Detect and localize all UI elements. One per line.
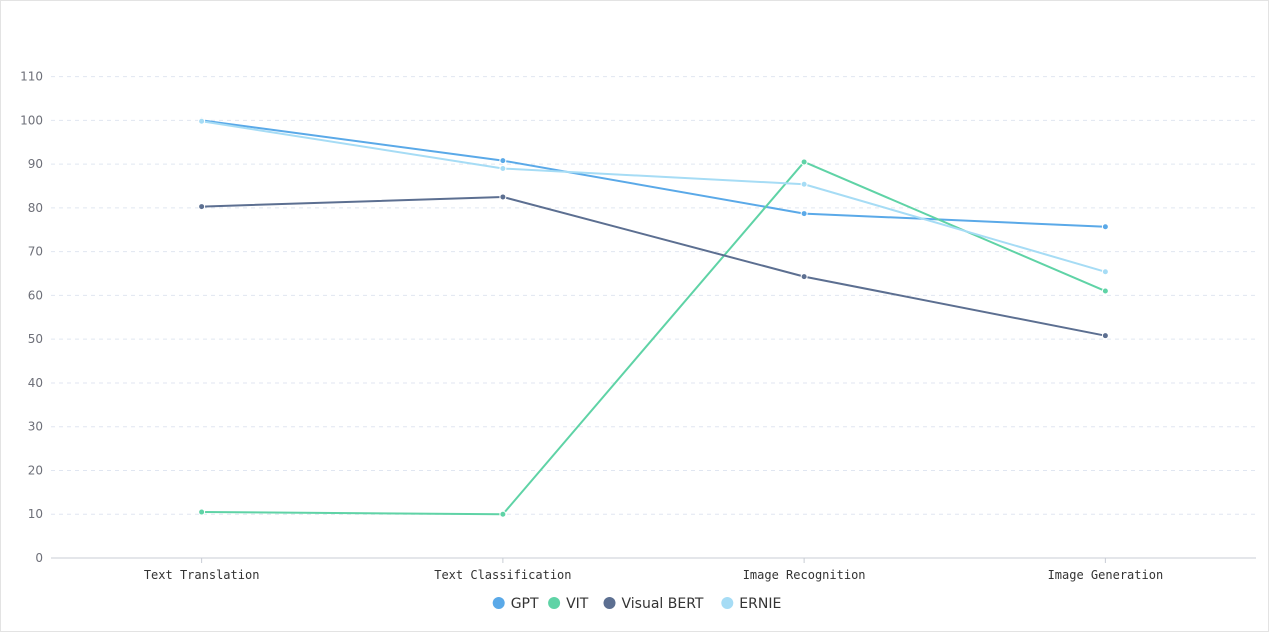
- series-line-vit: [201, 160, 1106, 516]
- series-line-ernie: [201, 120, 1106, 273]
- data-point-vit[interactable]: [800, 158, 808, 166]
- legend-label: ERNIE: [739, 596, 781, 612]
- data-point-vit[interactable]: [198, 508, 206, 516]
- x-tick-label: Image Recognition: [743, 568, 866, 582]
- y-tick-label: 40: [28, 376, 43, 390]
- legend-label: GPT: [511, 596, 539, 612]
- x-tick-label: Text Translation: [144, 568, 260, 582]
- series-line-visual-bert: [201, 195, 1106, 337]
- data-point-gpt[interactable]: [800, 210, 808, 218]
- legend-item-ernie[interactable]: ERNIE: [721, 596, 781, 612]
- data-point-visual-bert[interactable]: [198, 203, 206, 211]
- y-tick-label: 70: [28, 245, 43, 259]
- legend-label: Visual BERT: [622, 596, 704, 612]
- x-tick-label: Text Classification: [434, 568, 571, 582]
- y-tick-label: 10: [28, 507, 43, 521]
- data-point-gpt[interactable]: [1101, 223, 1109, 231]
- data-point-visual-bert[interactable]: [499, 193, 507, 201]
- data-point-ernie[interactable]: [499, 165, 507, 173]
- legend-marker: [603, 597, 616, 609]
- data-point-vit[interactable]: [499, 510, 507, 518]
- y-tick-label: 30: [28, 420, 43, 434]
- data-point-visual-bert[interactable]: [800, 273, 808, 281]
- data-point-ernie[interactable]: [198, 117, 206, 125]
- y-tick-label: 80: [28, 201, 43, 215]
- data-point-visual-bert[interactable]: [1101, 332, 1109, 340]
- legend-label: VIT: [566, 596, 589, 612]
- data-point-gpt[interactable]: [499, 157, 507, 165]
- legend-item-visual-bert[interactable]: Visual BERT: [603, 596, 704, 612]
- y-tick-label: 90: [28, 157, 43, 171]
- legend-item-vit[interactable]: VIT: [548, 596, 589, 612]
- legend-item-gpt[interactable]: GPT: [492, 596, 539, 612]
- y-tick-label: 20: [28, 463, 43, 477]
- x-tick-label: Image Generation: [1048, 568, 1164, 582]
- y-tick-label: 110: [20, 70, 43, 84]
- series-line-gpt: [201, 119, 1106, 228]
- y-tick-label: 0: [35, 551, 43, 565]
- legend-marker: [492, 597, 505, 609]
- y-tick-label: 50: [28, 332, 43, 346]
- data-point-vit[interactable]: [1101, 287, 1109, 295]
- legend-marker: [721, 597, 734, 609]
- legend-marker: [548, 597, 561, 609]
- y-tick-label: 100: [20, 113, 43, 127]
- y-tick-label: 60: [28, 288, 43, 302]
- data-point-ernie[interactable]: [1101, 268, 1109, 276]
- data-point-ernie[interactable]: [800, 180, 808, 188]
